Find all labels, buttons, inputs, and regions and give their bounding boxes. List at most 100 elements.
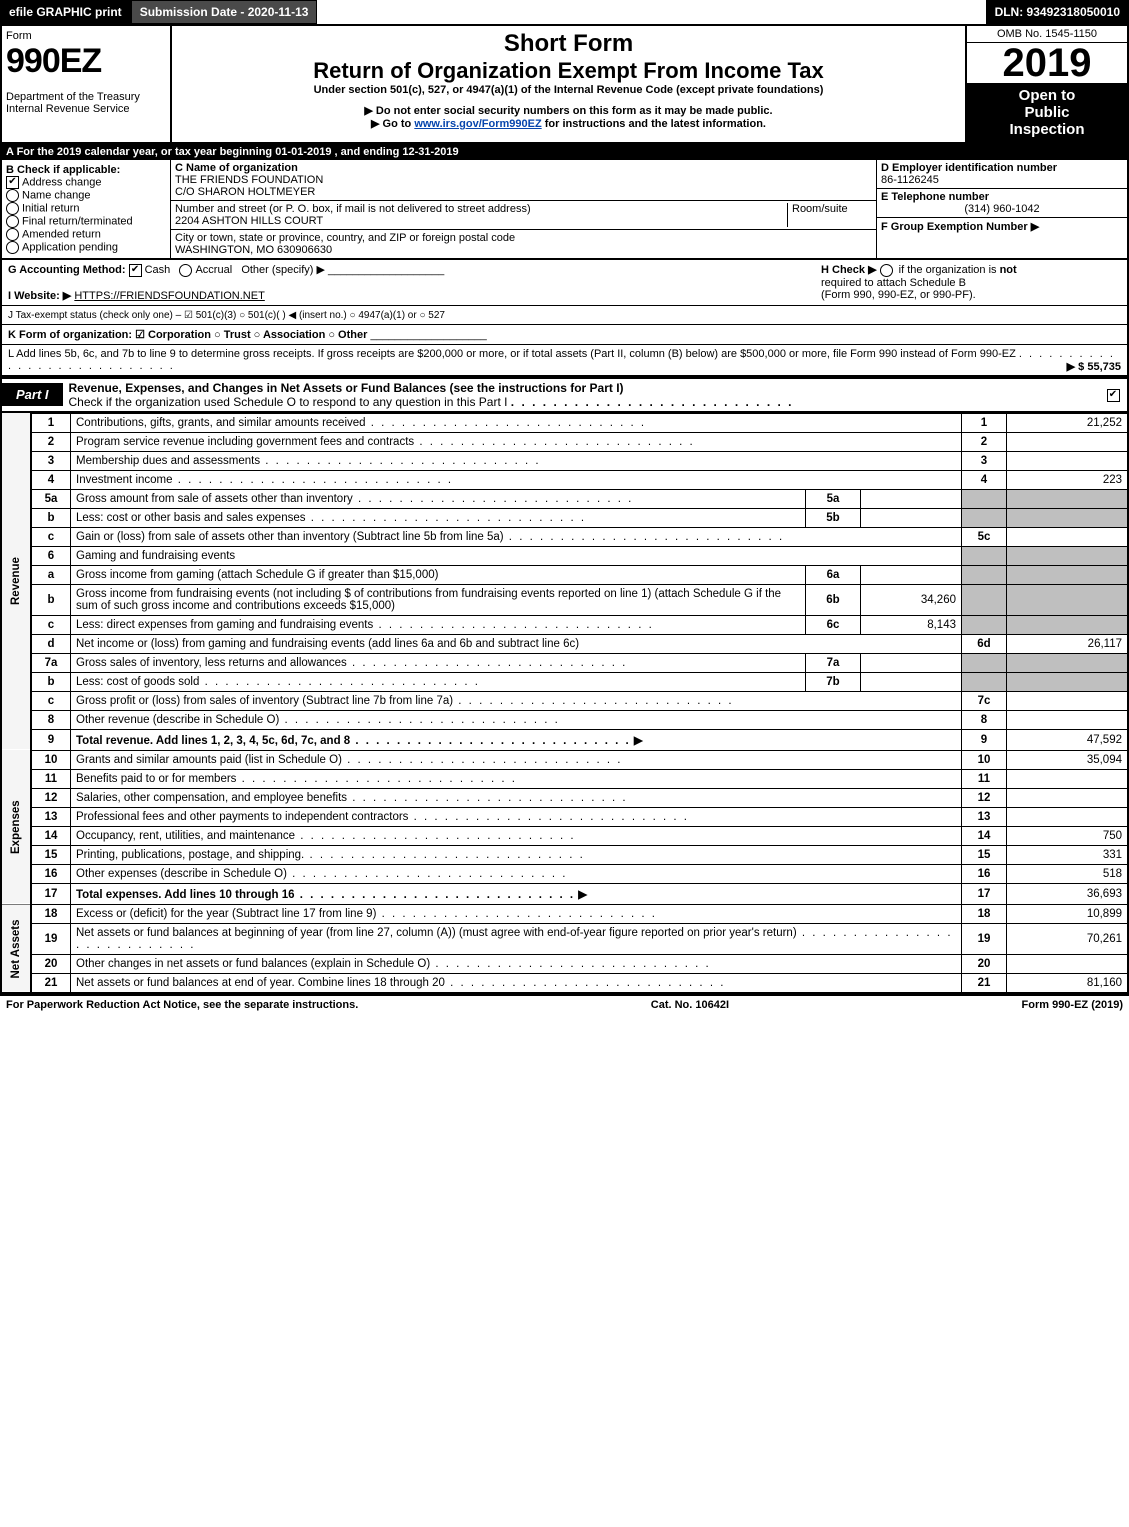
city-label: City or town, state or province, country… [175,232,515,244]
ln-9: 9 [31,729,71,750]
desc-11: Benefits paid to or for members [76,773,236,785]
city-value: WASHINGTON, MO 630906630 [175,244,332,256]
website-value[interactable]: HTTPS://FRIENDSFOUNDATION.NET [74,290,264,302]
website-label: I Website: ▶ [8,290,71,302]
desc-13: Professional fees and other payments to … [76,811,408,823]
desc-6a: Gross income from gaming (attach Schedul… [71,565,806,584]
chk-address-change-label: Address change [22,176,102,188]
chk-final-return[interactable]: Final return/terminated [6,215,166,228]
desc-15: Printing, publications, postage, and shi… [76,849,304,861]
accounting-label: G Accounting Method: [8,264,126,276]
row-l-text: L Add lines 5b, 6c, and 7b to line 9 to … [8,348,1016,360]
form-header: Form 990EZ Department of the Treasury In… [0,26,1129,144]
row-l: L Add lines 5b, 6c, and 7b to line 9 to … [0,345,1129,377]
row-j-text: J Tax-exempt status (check only one) – ☑… [8,310,445,321]
desc-19: Net assets or fund balances at beginning… [76,927,797,939]
desc-7b: Less: cost of goods sold [76,676,199,688]
box-c-name-label: C Name of organization [175,162,298,174]
part-i-tab: Part I [2,383,63,406]
row-h: H Check ▶ if the organization is not req… [821,263,1121,302]
num-17: 17 [962,883,1007,904]
dots [511,395,794,409]
h-text3: required to attach Schedule B [821,277,966,289]
val-19: 70,261 [1007,923,1129,954]
num-6d: 6d [962,634,1007,653]
org-name: THE FRIENDS FOUNDATION [175,174,323,186]
val-7c [1007,691,1129,710]
open-line1: Open to [971,87,1123,104]
efile-print-button[interactable]: efile GRAPHIC print [0,0,131,24]
ln-6: 6 [31,546,71,565]
other-specify: Other (specify) ▶ [241,264,325,276]
desc-10: Grants and similar amounts paid (list in… [76,754,342,766]
ln-6c: c [31,615,71,634]
part-i-header: Part I Revenue, Expenses, and Changes in… [0,377,1129,413]
part-i-check[interactable]: ✔ [1102,387,1127,401]
ln-21: 21 [31,973,71,993]
num-12: 12 [962,788,1007,807]
chk-initial-return-label: Initial return [22,202,79,214]
chk-app-pending[interactable]: Application pending [6,241,166,254]
chk-cash[interactable]: ✔ [129,264,142,277]
ln-20: 20 [31,954,71,973]
val-7b-grey [1007,672,1129,691]
ln-5c: c [31,527,71,546]
desc-3: Membership dues and assessments [76,455,260,467]
under-section: Under section 501(c), 527, or 4947(a)(1)… [180,84,957,96]
desc-6d: Net income or (loss) from gaming and fun… [71,634,962,653]
ln-7a: 7a [31,653,71,672]
num-6c-grey [962,615,1007,634]
num-5a-grey [962,489,1007,508]
chk-name-change[interactable]: Name change [6,189,166,202]
ibox-6a: 6a [806,565,861,584]
street-value: 2204 ASHTON HILLS COURT [175,215,323,227]
val-5a-grey [1007,489,1129,508]
ln-17: 17 [31,883,71,904]
num-3: 3 [962,451,1007,470]
val-17: 36,693 [1007,883,1129,904]
ival-7a [861,653,962,672]
h-check-label: H Check ▶ [821,264,877,276]
num-13: 13 [962,807,1007,826]
desc-5b: Less: cost or other basis and sales expe… [76,512,306,524]
page-footer: For Paperwork Reduction Act Notice, see … [0,994,1129,1014]
footer-catno: Cat. No. 10642I [358,999,1021,1011]
ln-4: 4 [31,470,71,489]
ln-2: 2 [31,432,71,451]
val-3 [1007,451,1129,470]
desc-1: Contributions, gifts, grants, and simila… [76,417,366,429]
accrual-label: Accrual [195,264,232,276]
ssn-note: ▶ Do not enter social security numbers o… [180,104,957,117]
row-g: G Accounting Method: ✔Cash Accrual Other… [8,263,821,302]
ln-6a: a [31,565,71,584]
chk-accrual[interactable] [179,264,192,277]
num-6-grey [962,546,1007,565]
desc-18: Excess or (deficit) for the year (Subtra… [76,908,376,920]
header-left: Form 990EZ Department of the Treasury In… [2,26,172,142]
val-6b-grey [1007,584,1129,615]
open-line2: Public [971,104,1123,121]
chk-amended[interactable]: Amended return [6,228,166,241]
ibox-6b: 6b [806,584,861,615]
num-1: 1 [962,413,1007,432]
num-7c: 7c [962,691,1007,710]
irs-link[interactable]: www.irs.gov/Form990EZ [414,118,541,130]
tax-year: 2019 [967,43,1127,83]
address-block: B Check if applicable: ✔Address change N… [0,160,1129,260]
val-14: 750 [1007,826,1129,845]
val-6d: 26,117 [1007,634,1129,653]
ival-6a [861,565,962,584]
chk-address-change[interactable]: ✔Address change [6,176,166,189]
desc-4: Investment income [76,474,173,486]
chk-name-change-label: Name change [22,189,91,201]
desc-2: Program service revenue including govern… [76,436,414,448]
val-7a-grey [1007,653,1129,672]
desc-7c: Gross profit or (loss) from sales of inv… [76,695,453,707]
val-4: 223 [1007,470,1129,489]
chk-h[interactable] [880,264,893,277]
num-9: 9 [962,729,1007,750]
ln-12: 12 [31,788,71,807]
chk-initial-return[interactable]: Initial return [6,202,166,215]
desc-16: Other expenses (describe in Schedule O) [76,868,287,880]
return-title: Return of Organization Exempt From Incom… [180,58,957,84]
